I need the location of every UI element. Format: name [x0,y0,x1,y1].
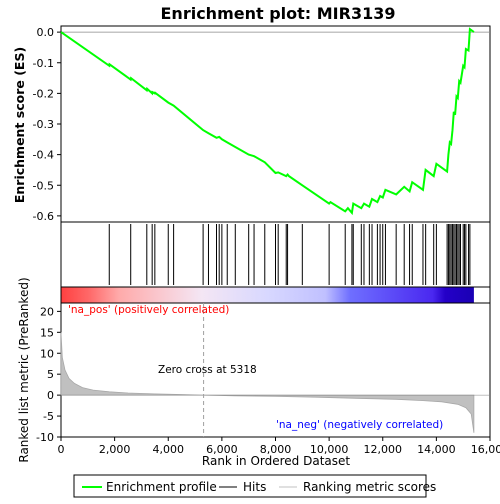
x-tick-label: 16,000 [471,443,500,456]
es-y-tick-label: -0.1 [33,57,54,70]
x-tick-label: 2,000 [99,443,131,456]
metric-y-tick-label: 5 [47,368,54,381]
metric-y-tick-label: 15 [40,326,54,339]
es-y-tick-label: -0.6 [33,210,54,223]
metric-y-tick-label: 0 [47,389,54,402]
metric-y-tick-label: 20 [40,305,54,318]
rank-color-bar [61,287,474,303]
es-y-tick-label: 0.0 [37,26,55,39]
metric-y-ticks: 20 15 10 5 0 -5 -10 [36,305,61,444]
x-axis-label: Rank in Ordered Dataset [202,454,350,468]
x-tick-label: 12,000 [364,443,403,456]
es-y-tick-label: -0.2 [33,87,54,100]
es-axis-label: Enrichment score (ES) [12,47,27,203]
legend-label: Enrichment profile [106,480,217,494]
es-y-tick-label: -0.5 [33,179,54,192]
legend: Enrichment profile Hits Ranking metric sco… [82,480,436,494]
metric-y-tick-label: -10 [36,431,54,444]
na-neg-label: 'na_neg' (negatively correlated) [276,419,443,431]
chart-title: Enrichment plot: MIR3139 [161,4,396,23]
x-tick-label: 14,000 [417,443,456,456]
x-tick-label: 4,000 [153,443,185,456]
es-y-tick-label: -0.4 [33,149,54,162]
zero-cross-label: Zero cross at 5318 [158,364,257,376]
metric-y-tick-label: -5 [43,410,54,423]
metric-panel-frame [61,303,490,437]
na-pos-label: 'na_pos' (positively correlated) [68,304,229,316]
x-tick-label: 0 [58,443,65,456]
es-y-tick-label: -0.3 [33,118,54,131]
legend-label: Hits [243,480,266,494]
metric-axis-label: Ranked list metric (PreRanked) [17,277,31,462]
es-panel-frame [61,26,490,222]
metric-y-tick-label: 10 [40,347,54,360]
legend-label: Ranking metric scores [303,480,436,494]
